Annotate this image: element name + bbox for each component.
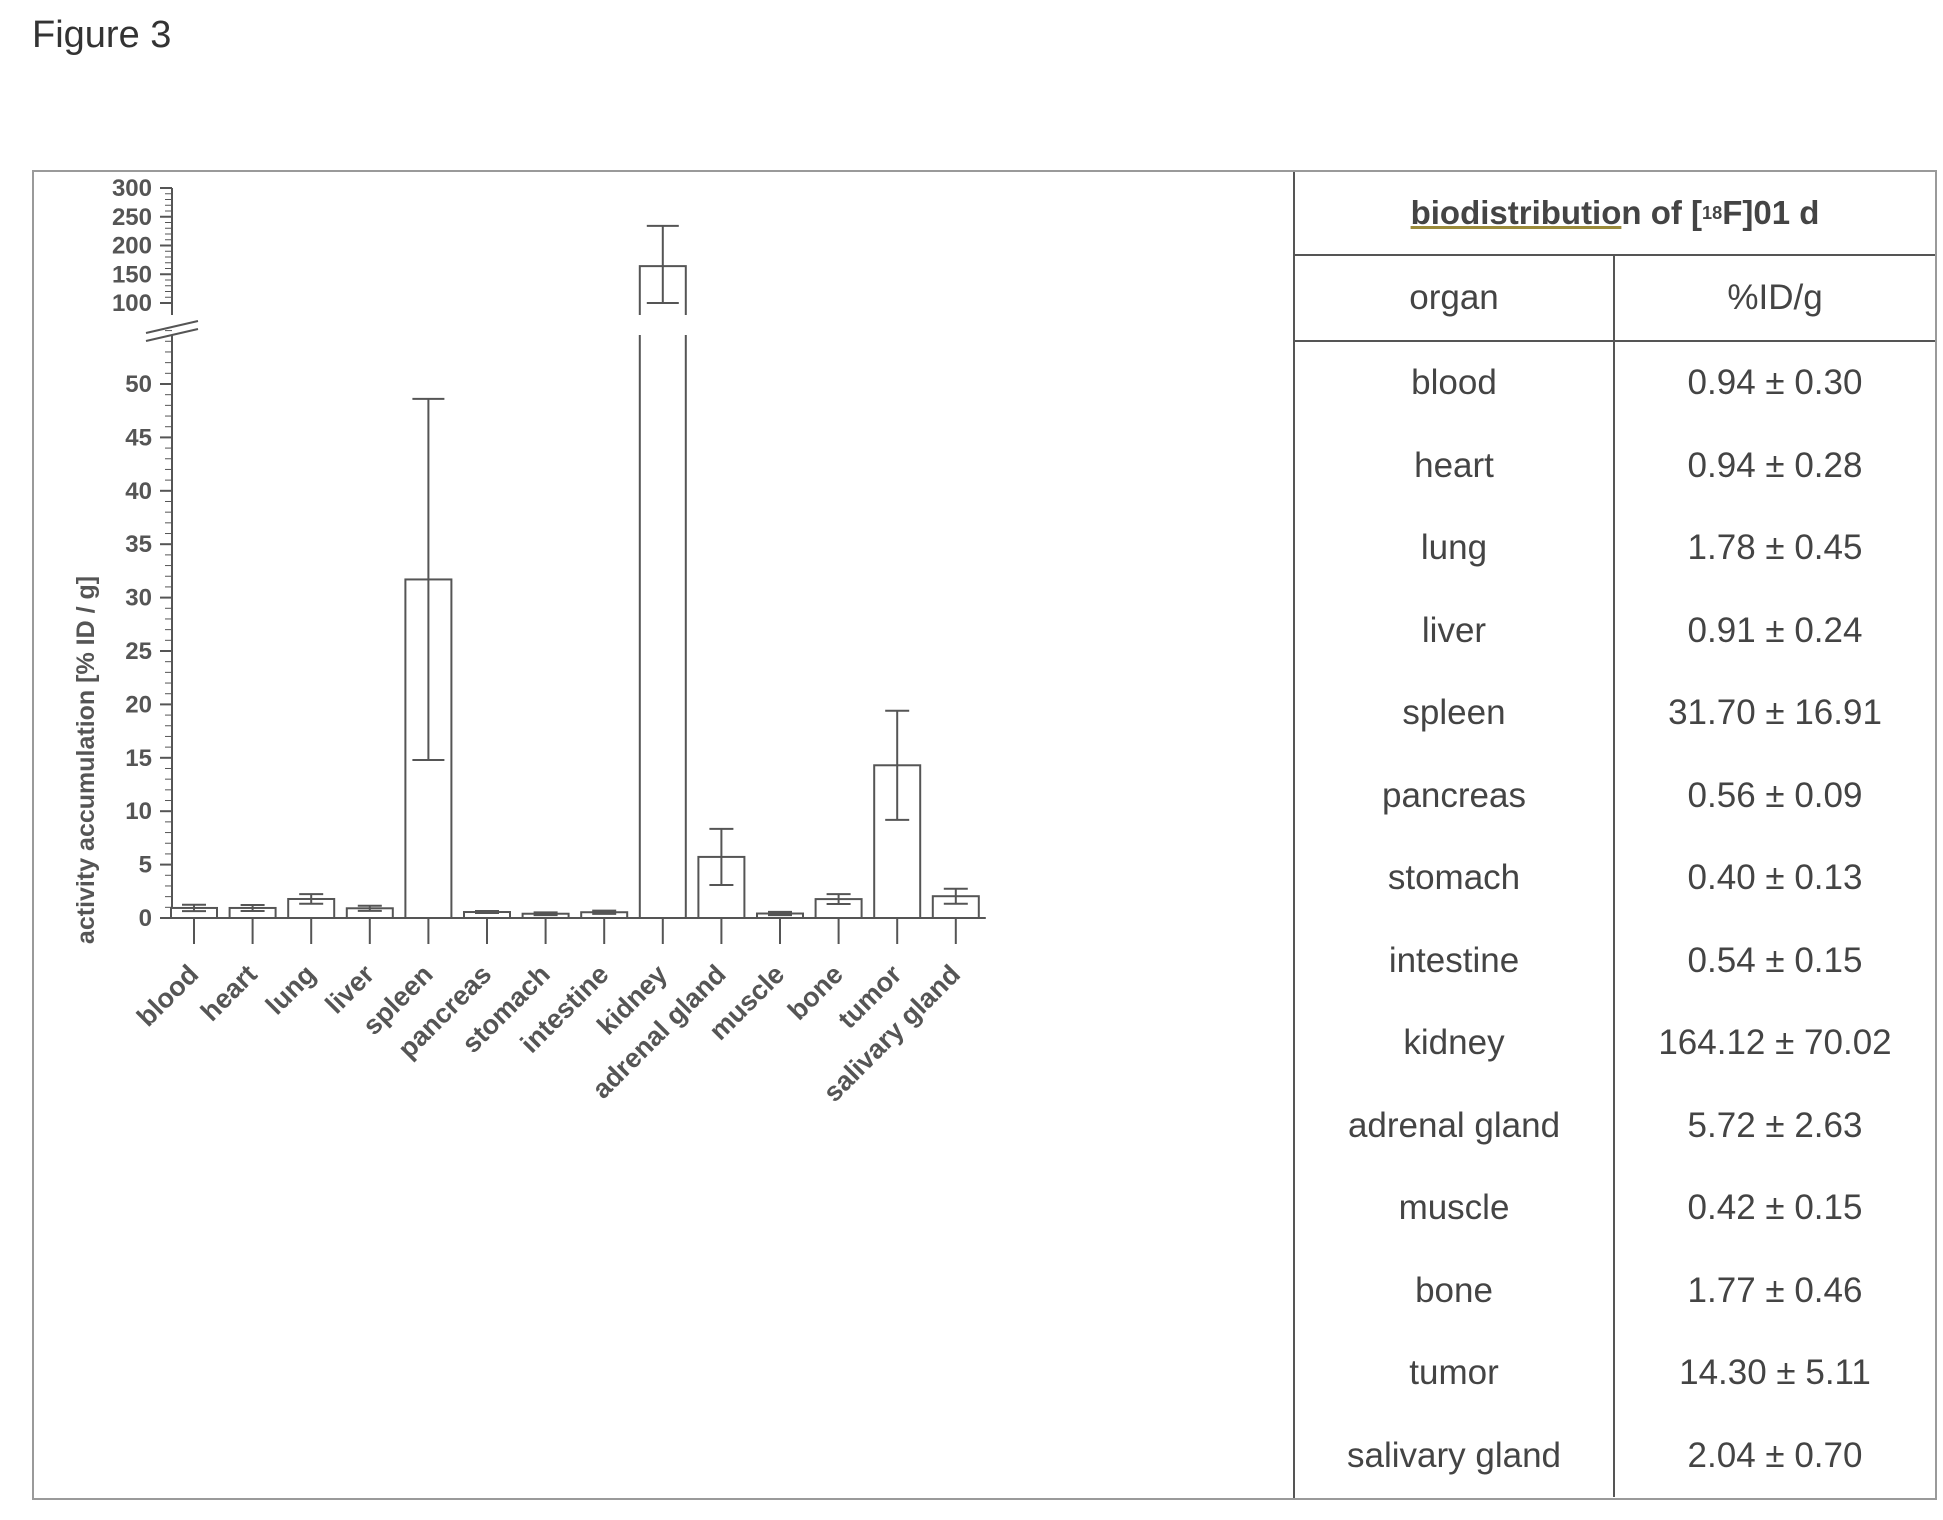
table-row: intestine 0.54 ± 0.15 — [1295, 919, 1935, 1002]
y-tick-label: 30 — [125, 585, 152, 612]
table-row: tumor 14.30 ± 5.11 — [1295, 1332, 1935, 1415]
bars — [170, 224, 980, 920]
value-cell: 0.91 ± 0.24 — [1687, 610, 1863, 650]
y-tick-label: 10 — [125, 798, 152, 825]
y-tick-label: 0 — [139, 905, 152, 932]
value-cell: 0.40 ± 0.13 — [1687, 858, 1863, 898]
bar — [638, 335, 687, 918]
x-tick-label: blood — [131, 959, 204, 1032]
axis-break-mark — [145, 328, 199, 342]
value-cell: 2.04 ± 0.70 — [1687, 1435, 1863, 1475]
y-tick-label: 25 — [125, 638, 152, 665]
value-cell: 0.94 ± 0.28 — [1687, 445, 1863, 485]
organ-cell: adrenal gland — [1295, 1084, 1615, 1167]
organ-cell: liver — [1295, 589, 1615, 672]
value-cell: 14.30 ± 5.11 — [1679, 1353, 1871, 1393]
axis-break-mark — [145, 320, 199, 334]
organ-cell: muscle — [1295, 1167, 1615, 1250]
y-tick-label: 200 — [112, 233, 152, 260]
value-cell: 0.94 ± 0.30 — [1687, 363, 1863, 403]
table-title-part: n of [ — [1621, 194, 1703, 231]
table-row: kidney 164.12 ± 70.02 — [1295, 1002, 1935, 1085]
organ-cell: salivary gland — [1295, 1414, 1615, 1497]
y-tick-label: 50 — [125, 371, 152, 398]
y-tick-label: 15 — [125, 745, 152, 772]
value-cell: 1.78 ± 0.45 — [1687, 528, 1863, 568]
biodistribution-table: organ %ID/g blood 0.94 ± 0.30 heart 0.94 ± … — [1295, 256, 1935, 1497]
table-row: blood 0.94 ± 0.30 — [1295, 341, 1935, 425]
organ-cell: spleen — [1295, 672, 1615, 755]
table-row: adrenal gland 5.72 ± 2.63 — [1295, 1084, 1935, 1167]
y-tick-label: 45 — [125, 424, 152, 451]
y-tick-label: 100 — [112, 290, 152, 317]
table-title-sup: 18 — [1702, 202, 1723, 223]
figure-frame — [32, 170, 1937, 1500]
organ-cell: kidney — [1295, 1002, 1615, 1085]
value-cell: 5.72 ± 2.63 — [1687, 1105, 1863, 1145]
organ-cell: tumor — [1295, 1332, 1615, 1415]
y-tick-label: 5 — [139, 852, 152, 879]
organ-cell: heart — [1295, 424, 1615, 507]
bar — [697, 855, 746, 919]
organ-cell: bone — [1295, 1249, 1615, 1332]
value-cell: 0.54 ± 0.15 — [1687, 940, 1863, 980]
column-header-organ: organ — [1295, 256, 1615, 342]
table-row: liver 0.91 ± 0.24 — [1295, 589, 1935, 672]
y-axis-label: activity accumulation [% ID / g] — [72, 576, 100, 944]
figure-label: Figure 3 — [32, 14, 172, 56]
organ-cell: lung — [1295, 507, 1615, 590]
organ-cell: stomach — [1295, 837, 1615, 920]
table-title-underlined: biodistributio — [1410, 194, 1622, 231]
table-row: heart 0.94 ± 0.28 — [1295, 424, 1935, 507]
table-row: spleen 31.70 ± 16.91 — [1295, 672, 1935, 755]
x-tick-label: lung — [260, 959, 322, 1021]
value-cell: 1.77 ± 0.46 — [1687, 1270, 1863, 1310]
table-row: pancreas 0.56 ± 0.09 — [1295, 754, 1935, 837]
table-title: biodistributio n of [18 F]01 d — [1295, 172, 1935, 256]
y-tick-label: 35 — [125, 531, 152, 558]
value-cell: 0.42 ± 0.15 — [1687, 1188, 1863, 1228]
table-row: salivary gland 2.04 ± 0.70 — [1295, 1414, 1935, 1497]
value-cell: 164.12 ± 70.02 — [1658, 1023, 1892, 1063]
x-tick-label: heart — [195, 959, 263, 1027]
organ-cell: pancreas — [1295, 754, 1615, 837]
value-cell: 31.70 ± 16.91 — [1668, 693, 1882, 733]
table-row: muscle 0.42 ± 0.15 — [1295, 1167, 1935, 1250]
organ-cell: intestine — [1295, 919, 1615, 1002]
table-row: stomach 0.40 ± 0.13 — [1295, 837, 1935, 920]
y-tick-label: 300 — [112, 175, 152, 202]
y-tick-label: 250 — [112, 204, 152, 231]
organ-cell: blood — [1295, 341, 1615, 425]
value-cell: 0.56 ± 0.09 — [1687, 775, 1863, 815]
table-row: bone 1.77 ± 0.46 — [1295, 1249, 1935, 1332]
y-tick-label: 20 — [125, 691, 152, 718]
y-tick-label: 150 — [112, 261, 152, 288]
column-header-value: %ID/g — [1614, 256, 1935, 342]
table-header-row: organ %ID/g — [1295, 256, 1935, 342]
y-tick-label: 40 — [125, 478, 152, 505]
biodistribution-table-panel: biodistributio n of [18 F]01 d organ %ID/g… — [1293, 172, 1935, 1498]
table-title-end: F]01 d — [1722, 194, 1820, 231]
table-row: lung 1.78 ± 0.45 — [1295, 507, 1935, 590]
